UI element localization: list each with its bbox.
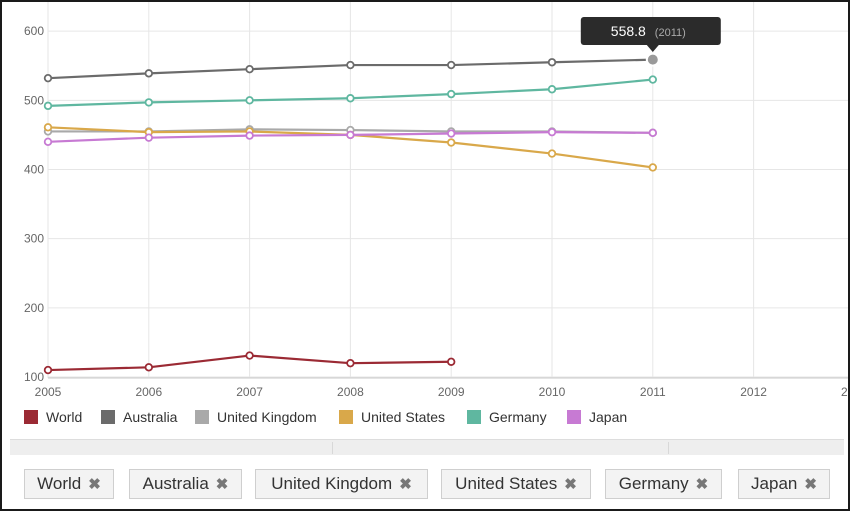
filter-chip-label: United Kingdom	[271, 474, 393, 493]
strip-divider	[332, 442, 333, 454]
data-point[interactable]	[346, 358, 355, 368]
data-point[interactable]	[245, 64, 254, 74]
data-point[interactable]	[648, 163, 657, 172]
x-tick-label: 2005	[35, 385, 62, 399]
legend-swatch[interactable]	[24, 410, 38, 424]
data-point[interactable]	[144, 69, 153, 78]
x-tick-label: 2007	[236, 385, 263, 399]
tooltip-year: (2011)	[655, 27, 686, 39]
x-tick-label: 2009	[438, 385, 465, 399]
filter-chip-australia[interactable]: Australia ✖	[129, 469, 242, 499]
y-tick-label: 100	[24, 370, 44, 384]
filter-chip-label: Japan	[751, 474, 798, 493]
chart-scrollbar-track[interactable]	[10, 439, 844, 455]
data-point[interactable]	[144, 133, 153, 142]
filter-chip-label: World	[37, 474, 82, 493]
plot-area	[48, 2, 848, 378]
tooltip-arrow	[646, 45, 659, 52]
close-icon[interactable]: ✖	[804, 476, 817, 493]
legend-swatch[interactable]	[567, 410, 581, 424]
close-icon[interactable]: ✖	[215, 476, 229, 493]
x-tick-label: 2012	[740, 385, 767, 399]
close-icon[interactable]: ✖	[695, 476, 709, 493]
x-tick-label: 2008	[337, 385, 364, 399]
close-icon[interactable]: ✖	[399, 476, 412, 493]
y-tick-label: 200	[24, 301, 44, 315]
y-tick-label: 300	[24, 232, 44, 246]
legend-swatch[interactable]	[195, 410, 209, 424]
data-point[interactable]	[547, 127, 557, 137]
filter-chip-bar: World ✖ Australia ✖ United Kingdom ✖ Uni…	[2, 467, 848, 503]
filter-chip-united-states[interactable]: United States ✖	[441, 469, 591, 499]
filter-chip-label: Germany	[618, 474, 689, 493]
data-point[interactable]	[245, 131, 254, 140]
data-point[interactable]	[43, 101, 53, 111]
legend-label[interactable]: Germany	[489, 409, 547, 425]
data-point[interactable]	[346, 130, 355, 140]
data-point[interactable]	[144, 363, 153, 372]
highlighted-point[interactable]	[645, 52, 660, 67]
legend-label[interactable]: Japan	[589, 409, 627, 425]
legend-swatch[interactable]	[467, 410, 481, 424]
data-point[interactable]	[43, 123, 53, 132]
tooltip-value: 558.8	[611, 23, 646, 39]
filter-chip-united-kingdom[interactable]: United Kingdom ✖	[255, 469, 428, 499]
x-tick-label: 2010	[539, 385, 566, 399]
data-point[interactable]	[447, 129, 456, 138]
data-point[interactable]	[447, 60, 456, 70]
data-point[interactable]	[648, 75, 657, 84]
filter-chip-label: Australia	[142, 474, 209, 493]
data-point[interactable]	[245, 351, 254, 360]
x-tick-label: 2006	[135, 385, 162, 399]
x-tick-label: 2011	[640, 385, 666, 399]
legend-label[interactable]: Australia	[123, 409, 178, 425]
data-point[interactable]	[346, 94, 355, 103]
x-tick-label: 2013	[841, 385, 848, 399]
legend-label[interactable]: United States	[361, 409, 445, 425]
tooltip-box	[580, 17, 721, 45]
data-point[interactable]	[144, 98, 153, 107]
data-point[interactable]	[43, 365, 53, 375]
filter-chip-germany[interactable]: Germany ✖	[605, 469, 722, 499]
data-point[interactable]	[547, 85, 557, 94]
data-point[interactable]	[43, 73, 53, 83]
y-tick-label: 400	[24, 162, 44, 176]
filter-chip-label: United States	[455, 474, 558, 493]
filter-chip-world[interactable]: World ✖	[24, 469, 114, 499]
y-tick-label: 500	[24, 93, 44, 107]
data-point[interactable]	[447, 357, 456, 366]
data-point[interactable]	[447, 89, 456, 99]
filter-chip-japan[interactable]: Japan ✖	[738, 469, 830, 499]
legend-label[interactable]: United Kingdom	[217, 409, 317, 425]
data-point[interactable]	[346, 60, 355, 70]
data-point[interactable]	[547, 58, 557, 67]
data-point[interactable]	[547, 149, 557, 158]
data-point[interactable]	[43, 137, 53, 147]
y-tick-label: 600	[24, 24, 44, 38]
close-icon[interactable]: ✖	[564, 476, 577, 493]
data-point[interactable]	[245, 96, 254, 105]
data-point[interactable]	[447, 138, 456, 147]
data-point[interactable]	[648, 128, 657, 138]
legend-swatch[interactable]	[101, 410, 115, 424]
legend-label[interactable]: World	[46, 409, 82, 425]
strip-divider	[668, 442, 669, 454]
close-icon[interactable]: ✖	[88, 476, 101, 493]
legend-swatch[interactable]	[339, 410, 353, 424]
